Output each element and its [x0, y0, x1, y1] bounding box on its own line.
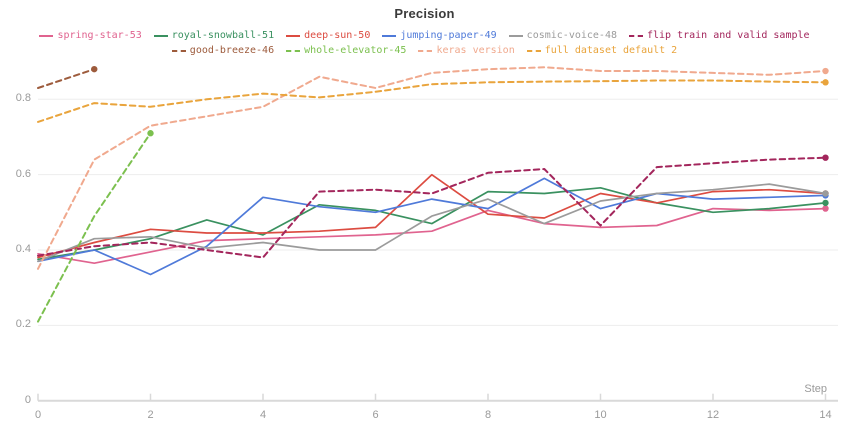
- series-line-jumping-paper-49[interactable]: [37, 177, 827, 276]
- legend-label: whole-elevator-45: [304, 45, 407, 56]
- legend-swatch-solid: [382, 35, 397, 37]
- x-tick-label-8: 8: [484, 409, 492, 421]
- legend-label: full dataset default 2: [544, 45, 678, 56]
- legend-label: good-breeze-46: [189, 45, 275, 56]
- series-line-good-breeze-46[interactable]: [37, 68, 96, 89]
- legend-swatch-solid: [508, 35, 523, 37]
- legend-label: flip train and valid sample: [646, 30, 810, 41]
- legend-swatch-dashed: [286, 50, 301, 52]
- series-line-flip-train-and-valid-sample[interactable]: [37, 156, 827, 259]
- legend-swatch-solid: [153, 35, 168, 37]
- series-line-cosmic-voice-48[interactable]: [37, 183, 827, 263]
- series-endpoint-royal-snowball-51[interactable]: [822, 199, 829, 207]
- series-endpoint-spring-star-53[interactable]: [822, 205, 829, 212]
- series-line-spring-star-53[interactable]: [37, 207, 827, 265]
- chart-title: Precision: [394, 6, 455, 21]
- x-tick-label-2: 2: [147, 409, 154, 421]
- legend-swatch-dashed: [526, 50, 541, 52]
- legend-item-deep-sun-50[interactable]: deep-sun-50: [286, 29, 370, 43]
- legend-label: cosmic-voice-48: [526, 30, 617, 41]
- chart-legend: spring-star-53 royal-snowball-51 deep-sun-…: [19, 29, 831, 58]
- series-endpoint-keras-version[interactable]: [822, 67, 829, 75]
- x-tick-label-10: 10: [594, 409, 607, 421]
- legend-label: deep-sun-50: [304, 30, 371, 41]
- legend-item-good-breeze-46[interactable]: good-breeze-46: [171, 44, 275, 58]
- legend-label: keras version: [436, 45, 515, 56]
- legend-swatch-solid: [39, 35, 54, 37]
- series-endpoint-full-dataset-default-2[interactable]: [822, 79, 829, 86]
- y-tick-label-0.8: 0.8: [15, 92, 31, 105]
- legend-item-flip-train-and-valid-sample[interactable]: flip train and valid sample: [628, 29, 810, 43]
- y-tick-label-0: 0: [24, 393, 31, 406]
- y-tick-label-0.2: 0.2: [15, 318, 31, 331]
- series-line-full-dataset-default-2[interactable]: [37, 79, 827, 123]
- series-endpoint-good-breeze-46[interactable]: [91, 65, 98, 73]
- x-tick-label-6: 6: [372, 409, 379, 421]
- legend-label: jumping-paper-49: [400, 30, 497, 41]
- legend-label: spring-star-53: [57, 30, 142, 41]
- legend-item-jumping-paper-49[interactable]: jumping-paper-49: [382, 29, 497, 43]
- series-line-keras-version[interactable]: [37, 66, 827, 270]
- series-endpoint-flip-train-and-valid-sample[interactable]: [822, 154, 829, 161]
- y-tick-label-0.6: 0.6: [15, 167, 31, 180]
- series-endpoint-cosmic-voice-48[interactable]: [822, 190, 829, 197]
- legend-swatch-solid: [286, 35, 301, 37]
- y-tick-label-0.4: 0.4: [15, 243, 31, 255]
- x-tick-label-14: 14: [819, 409, 832, 421]
- series-line-deep-sun-50[interactable]: [37, 173, 827, 259]
- x-tick-label-12: 12: [706, 409, 720, 421]
- legend-item-spring-star-53[interactable]: spring-star-53: [39, 29, 142, 43]
- legend-item-royal-snowball-51[interactable]: royal-snowball-51: [153, 29, 275, 43]
- legend-label: royal-snowball-51: [171, 30, 275, 41]
- legend-item-full-dataset-default-2[interactable]: full dataset default 2: [526, 44, 678, 58]
- legend-item-cosmic-voice-48[interactable]: cosmic-voice-48: [508, 29, 617, 43]
- series-endpoint-whole-elevator-45[interactable]: [147, 130, 154, 137]
- x-axis-title: Step: [804, 383, 827, 395]
- x-tick-label-4: 4: [259, 409, 267, 421]
- legend-swatch-dashed: [418, 50, 433, 52]
- legend-item-whole-elevator-45[interactable]: whole-elevator-45: [286, 44, 406, 58]
- legend-item-keras-version[interactable]: keras version: [418, 44, 515, 58]
- legend-swatch-dashed: [171, 50, 186, 52]
- x-tick-label-0: 0: [34, 409, 42, 421]
- series-line-royal-snowball-51[interactable]: [37, 186, 827, 261]
- legend-swatch-dashed: [628, 35, 643, 37]
- series-line-whole-elevator-45[interactable]: [37, 132, 152, 323]
